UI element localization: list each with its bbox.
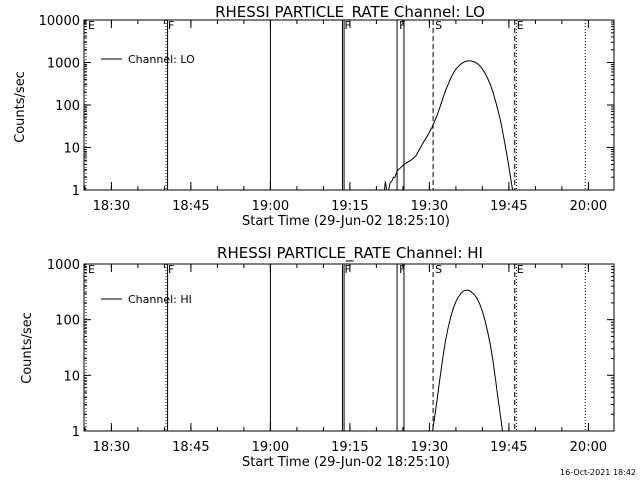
lo-legend-label: Channel: LO — [128, 53, 195, 66]
lo-x-tick-label: 19:30 — [411, 199, 448, 214]
hi-x-tick-label: 19:45 — [490, 440, 527, 455]
hi-event-marker-label: F — [344, 263, 350, 276]
hi-y-tick-label: 1 — [72, 425, 80, 440]
hi-x-tick-label: 20:00 — [570, 440, 607, 455]
lo-event-marker-label: S — [435, 19, 442, 32]
lo-x-tick-label: 18:30 — [93, 199, 130, 214]
lo-y-tick-label: 10 — [63, 142, 80, 157]
lo-chart-title: RHESSI PARTICLE_RATE Channel: LO — [215, 3, 485, 22]
lo-x-tick-label: 19:45 — [490, 199, 527, 214]
lo-x-tick-label: 19:00 — [252, 199, 289, 214]
lo-y-tick-label: 1 — [72, 184, 80, 199]
footer-timestamp: 16-Oct-2021 18:42 — [560, 468, 636, 477]
hi-x-tick-label: 19:30 — [411, 440, 448, 455]
hi-x-tick-label: 18:30 — [93, 440, 130, 455]
hi-legend-label: Channel: HI — [128, 293, 192, 306]
hi-event-marker-label: E — [517, 263, 524, 276]
hi-event-marker-label: F — [399, 263, 405, 276]
lo-y-axis-label: Counts/sec — [13, 71, 28, 143]
hi-x-tick-label: 18:45 — [172, 440, 209, 455]
lo-x-tick-label: 19:15 — [331, 199, 368, 214]
lo-series-line — [383, 60, 514, 191]
hi-y-tick-label: 100 — [55, 314, 80, 329]
lo-y-tick-label: 1000 — [47, 57, 80, 72]
hi-event-marker-label: E — [88, 263, 95, 276]
lo-y-tick-label: 10000 — [39, 14, 80, 29]
lo-event-marker-label: E — [517, 19, 524, 32]
lo-x-tick-label: 18:45 — [172, 199, 209, 214]
lo-y-tick-label: 100 — [55, 99, 80, 114]
hi-event-marker-label: S — [435, 263, 442, 276]
hi-y-tick-label: 10 — [63, 369, 80, 384]
hi-y-tick-label: 1000 — [47, 258, 80, 273]
hi-x-tick-label: 19:15 — [331, 440, 368, 455]
lo-event-marker-label: F — [168, 19, 174, 32]
lo-event-marker-label: F — [399, 19, 405, 32]
lo-x-axis-label: Start Time (29-Jun-02 18:25:10) — [242, 214, 450, 229]
lo-event-marker-label: E — [88, 19, 95, 32]
hi-event-marker-label: F — [168, 263, 174, 276]
lo-channel-panel: RHESSI PARTICLE_RATE Channel: LO Counts/… — [13, 3, 615, 229]
lo-x-tick-label: 20:00 — [570, 199, 607, 214]
hi-chart-title: RHESSI PARTICLE_RATE Channel: HI — [217, 244, 483, 263]
hi-x-axis-label: Start Time (29-Jun-02 18:25:10) — [242, 455, 450, 470]
hi-plot-frame — [83, 263, 615, 432]
hi-series-line — [432, 289, 503, 432]
hi-x-tick-label: 19:00 — [252, 440, 289, 455]
lo-event-marker-label: F — [344, 19, 350, 32]
hi-y-axis-label: Counts/sec — [20, 312, 35, 384]
hi-channel-panel: RHESSI PARTICLE_RATE Channel: HI Counts/… — [20, 244, 615, 470]
